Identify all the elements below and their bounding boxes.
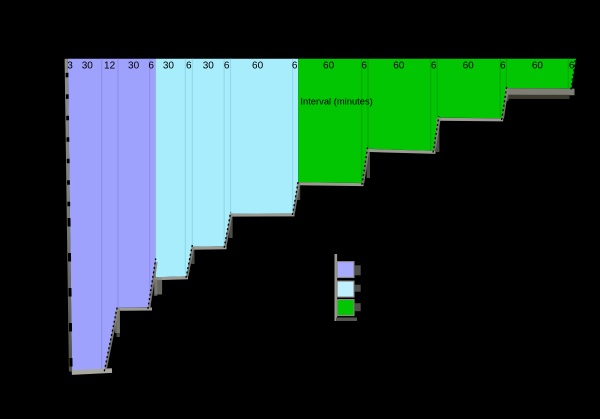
svg-text:30: 30 xyxy=(203,60,215,71)
svg-text:60: 60 xyxy=(323,60,335,71)
svg-text:6: 6 xyxy=(292,60,298,71)
svg-text:6: 6 xyxy=(224,60,230,71)
svg-text:12: 12 xyxy=(104,60,116,71)
svg-text:60: 60 xyxy=(393,60,405,71)
svg-text:60: 60 xyxy=(463,60,475,71)
svg-text:Interval (minutes): Interval (minutes) xyxy=(300,95,372,106)
svg-text:6: 6 xyxy=(186,60,192,71)
svg-text:30: 30 xyxy=(163,60,175,71)
svg-text:3: 3 xyxy=(67,60,73,71)
svg-text:6: 6 xyxy=(431,60,437,71)
svg-text:6: 6 xyxy=(569,60,575,71)
svg-text:6: 6 xyxy=(361,60,367,71)
svg-text:30: 30 xyxy=(128,60,140,71)
svg-text:60: 60 xyxy=(252,60,264,71)
svg-text:6: 6 xyxy=(148,60,154,71)
svg-text:30: 30 xyxy=(82,60,94,71)
svg-text:6: 6 xyxy=(500,60,506,71)
svg-text:60: 60 xyxy=(532,60,544,71)
